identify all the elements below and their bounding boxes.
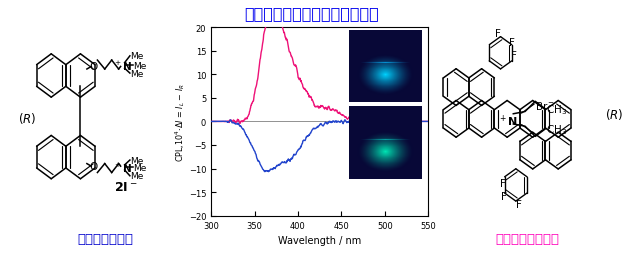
Text: $^+$N: $^+$N (113, 161, 132, 174)
Text: Me: Me (134, 61, 147, 70)
Text: オープンタイプ: オープンタイプ (77, 232, 134, 245)
Text: $^+$N: $^+$N (498, 114, 518, 129)
Text: Me: Me (130, 172, 144, 181)
Text: 水中における光の回転方向制御: 水中における光の回転方向制御 (244, 6, 379, 21)
Text: $^+$N: $^+$N (113, 59, 132, 72)
Text: Me: Me (130, 52, 144, 61)
Text: CH$_3$: CH$_3$ (546, 122, 568, 136)
Text: F: F (510, 38, 515, 47)
Text: Me: Me (130, 69, 144, 78)
Text: Me: Me (130, 156, 144, 165)
Text: $(R)$: $(R)$ (605, 107, 624, 122)
Text: Me: Me (134, 163, 147, 172)
X-axis label: Wavelength / nm: Wavelength / nm (278, 235, 362, 245)
Text: F: F (501, 191, 507, 201)
Text: $\mathbf{2I}^-$: $\mathbf{2I}^-$ (113, 180, 137, 193)
Text: $(R)$: $(R)$ (18, 111, 37, 125)
Text: F: F (495, 29, 500, 39)
Text: O: O (89, 62, 98, 72)
Text: CH$_3$: CH$_3$ (546, 103, 568, 116)
Text: F: F (516, 199, 522, 209)
Text: F: F (511, 50, 517, 60)
Text: O: O (89, 162, 98, 171)
Y-axis label: CPL,$10^4$$\cdot$$\Delta I$ = $I_L$ $-$ $I_R$: CPL,$10^4$$\cdot$$\Delta I$ = $I_L$ $-$ … (173, 83, 187, 161)
Text: F: F (500, 178, 505, 188)
Text: クローズドタイプ: クローズドタイプ (496, 232, 559, 245)
Text: Br$^-$: Br$^-$ (535, 100, 555, 112)
